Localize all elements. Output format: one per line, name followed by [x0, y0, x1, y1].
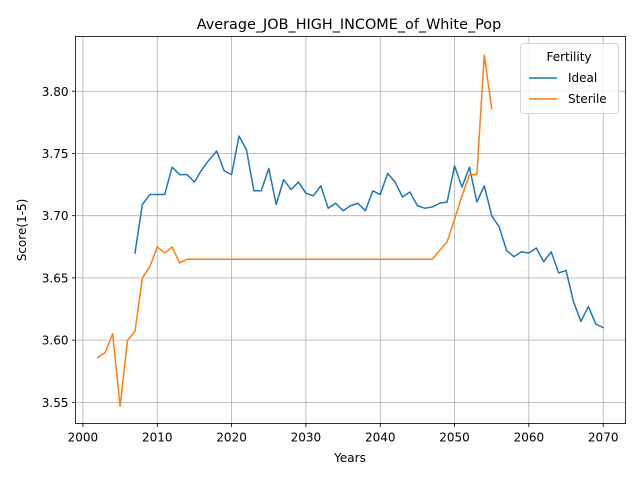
x-tick-label: 2060 [514, 431, 545, 445]
x-tick-label: 2050 [439, 431, 470, 445]
x-tick-label: 2030 [291, 431, 322, 445]
x-tick-label: 2020 [216, 431, 247, 445]
series-line-sterile [96, 54, 493, 407]
legend-box [520, 43, 619, 114]
legend-label-ideal: Ideal [568, 71, 597, 85]
series-line-ideal [134, 135, 605, 329]
y-axis-label: Score(1-5) [15, 199, 29, 262]
x-axis-ticks: 2000 2010 2020 2030 2040 2050 2060 2070 [68, 423, 619, 445]
x-tick-label: 2070 [588, 431, 619, 445]
legend: Fertility Ideal Sterile [520, 43, 619, 114]
series-layer [96, 54, 605, 407]
x-tick-label: 2010 [142, 431, 173, 445]
legend-title: Fertility [546, 50, 591, 64]
x-tick-label: 2000 [68, 431, 99, 445]
y-tick-label: 3.60 [42, 334, 69, 348]
y-tick-label: 3.70 [42, 209, 69, 223]
plot-area [75, 36, 626, 424]
x-tick-label: 2040 [365, 431, 396, 445]
chart-title: Average_JOB_HIGH_INCOME_of_White_Pop [197, 17, 501, 33]
x-axis-label: Years [333, 451, 366, 465]
y-axis-ticks: 3.55 3.60 3.65 3.70 3.75 3.80 [42, 85, 76, 410]
legend-label-sterile: Sterile [568, 92, 607, 106]
y-tick-label: 3.65 [42, 271, 69, 285]
y-tick-label: 3.75 [42, 147, 69, 161]
y-tick-label: 3.55 [42, 396, 69, 410]
y-tick-label: 3.80 [42, 85, 69, 99]
